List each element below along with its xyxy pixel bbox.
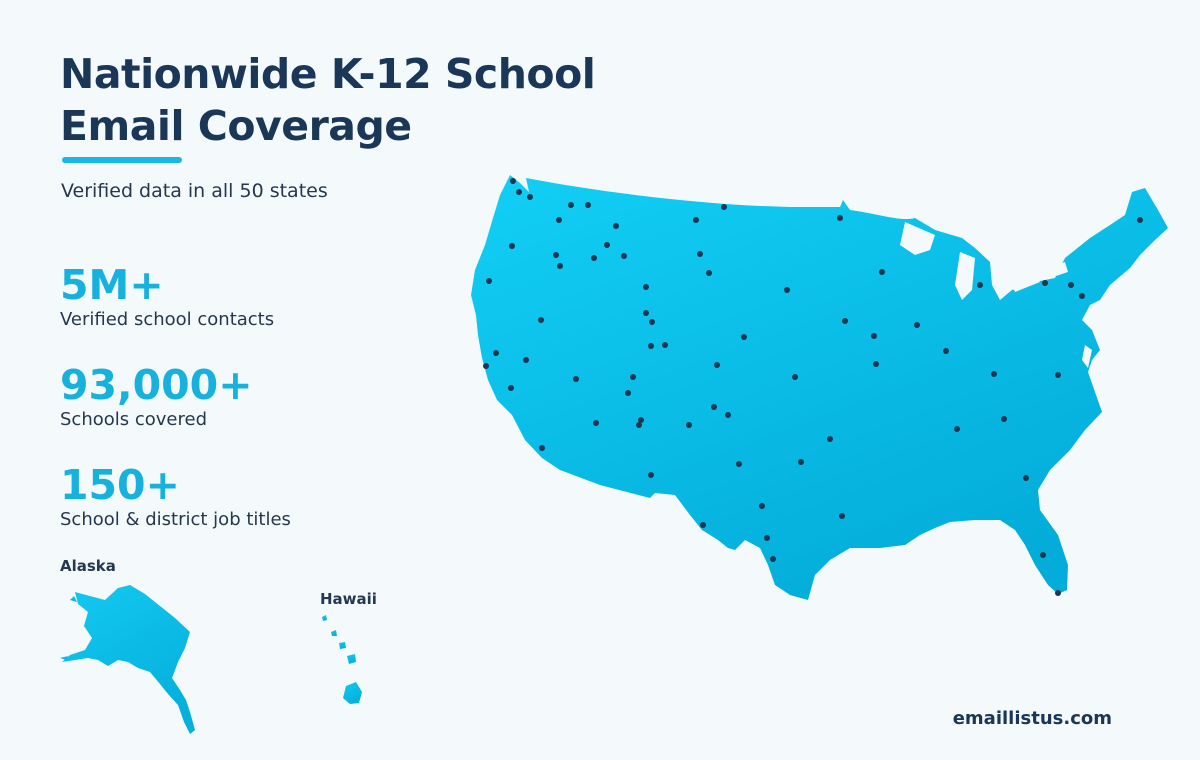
stat-contacts: 5M+ Verified school contacts (60, 262, 274, 332)
alaska-inset-map (62, 585, 195, 734)
lake-michigan-gap (955, 252, 975, 300)
page-title: Nationwide K-12 School Email Coverage (60, 48, 596, 152)
school-location-markers (483, 178, 1143, 596)
alaska-island (70, 596, 77, 602)
stat-value: 5M+ (60, 261, 164, 309)
stat-schools: 93,000+ Schools covered (60, 362, 253, 432)
title-line-1: Nationwide K-12 School (60, 50, 596, 98)
stat-value: 93,000+ (60, 361, 253, 409)
lake-superior-gap (900, 222, 935, 255)
stat-label: Schools covered (60, 409, 207, 430)
stat-label: Verified school contacts (60, 309, 275, 330)
stat-value: 150+ (60, 461, 180, 509)
chesapeake-bay-gap (1082, 345, 1092, 368)
lake-ontario-gap (1045, 262, 1068, 278)
aleutian-islands (60, 656, 68, 660)
subtitle: Verified data in all 50 states (61, 180, 328, 202)
stat-label: School & district job titles (60, 509, 291, 530)
website-url: emaillistus.com (952, 708, 1112, 729)
hawaii-label: Hawaii (320, 590, 377, 608)
lake-erie-gap (1010, 276, 1040, 292)
alaska-label: Alaska (60, 557, 116, 575)
contiguous-us-map (471, 175, 1168, 600)
title-underline-accent (62, 157, 182, 163)
stat-job-titles: 150+ School & district job titles (60, 462, 291, 532)
hawaii-inset-map (322, 615, 362, 704)
title-line-2: Email Coverage (60, 102, 412, 150)
